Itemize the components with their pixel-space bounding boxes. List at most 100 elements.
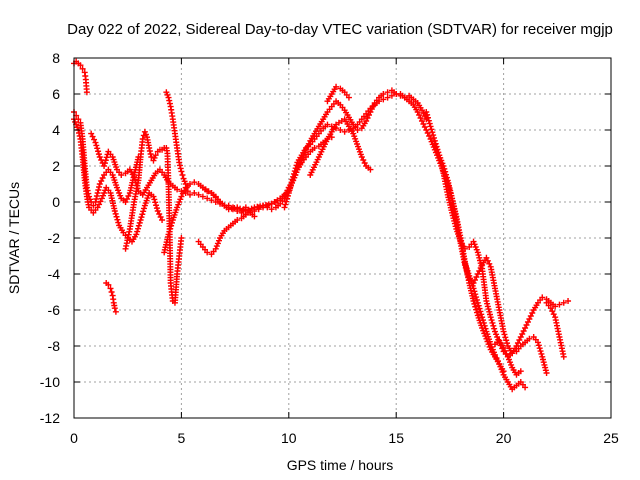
data-point bbox=[165, 231, 172, 238]
data-point bbox=[150, 193, 157, 200]
data-point bbox=[177, 165, 184, 172]
data-point bbox=[199, 193, 206, 200]
data-point bbox=[556, 301, 563, 308]
data-point bbox=[191, 179, 198, 186]
data-point bbox=[134, 228, 141, 235]
data-point bbox=[94, 190, 101, 196]
data-point bbox=[539, 294, 546, 301]
data-point bbox=[148, 154, 155, 160]
data-point bbox=[113, 213, 120, 220]
data-point bbox=[480, 319, 487, 326]
data-point bbox=[565, 298, 572, 304]
data-point bbox=[112, 308, 119, 315]
data-point bbox=[431, 141, 438, 148]
data-point bbox=[248, 205, 255, 212]
data-point bbox=[428, 126, 435, 133]
series-6 bbox=[122, 128, 185, 306]
x-axis-label: GPS time / hours bbox=[287, 457, 394, 473]
x-tick-label: 25 bbox=[603, 430, 619, 446]
data-point bbox=[504, 340, 511, 347]
data-point bbox=[186, 191, 193, 198]
data-point bbox=[93, 193, 100, 199]
data-point bbox=[470, 298, 477, 304]
data-point bbox=[380, 91, 387, 97]
data-point bbox=[502, 334, 509, 341]
data-point bbox=[522, 384, 529, 391]
data-point bbox=[337, 127, 344, 133]
data-point bbox=[284, 195, 291, 202]
data-point bbox=[333, 83, 340, 90]
data-point bbox=[472, 291, 479, 298]
data-point bbox=[94, 145, 101, 152]
data-point bbox=[425, 117, 432, 124]
data-point bbox=[560, 299, 567, 306]
x-tick-label: 0 bbox=[70, 430, 78, 446]
data-point bbox=[151, 196, 158, 203]
data-point bbox=[101, 163, 108, 169]
data-point bbox=[481, 322, 488, 329]
data-point bbox=[95, 187, 102, 193]
data-point bbox=[538, 350, 545, 357]
data-point bbox=[441, 165, 448, 172]
data-point bbox=[442, 168, 449, 175]
data-points bbox=[71, 58, 572, 393]
data-point bbox=[503, 337, 510, 344]
data-point bbox=[384, 94, 391, 101]
data-point bbox=[473, 306, 480, 313]
data-point bbox=[500, 328, 507, 335]
data-point bbox=[105, 281, 112, 288]
grid bbox=[74, 58, 611, 418]
series-12 bbox=[307, 116, 374, 178]
data-point bbox=[90, 202, 97, 209]
data-point bbox=[186, 181, 193, 187]
data-point bbox=[376, 98, 383, 105]
data-point bbox=[76, 133, 83, 139]
series-5 bbox=[103, 280, 119, 315]
data-point bbox=[470, 285, 477, 292]
data-point bbox=[367, 166, 374, 173]
data-point bbox=[537, 348, 544, 355]
data-point bbox=[268, 206, 275, 213]
data-point bbox=[384, 89, 391, 96]
series-3 bbox=[71, 116, 166, 245]
chart-title: Day 022 of 2022, Sidereal Day-to-day VTE… bbox=[67, 21, 613, 38]
data-point bbox=[245, 206, 252, 213]
data-point bbox=[509, 350, 516, 357]
data-point bbox=[477, 308, 484, 315]
series-14 bbox=[423, 109, 572, 360]
y-tick-label: 8 bbox=[52, 50, 60, 66]
data-point bbox=[429, 129, 436, 136]
series-18 bbox=[543, 299, 567, 360]
data-point bbox=[490, 322, 497, 329]
data-point bbox=[111, 208, 118, 214]
data-point bbox=[291, 168, 298, 175]
data-point bbox=[138, 214, 145, 221]
data-point bbox=[501, 331, 508, 338]
data-point bbox=[290, 170, 297, 177]
data-point bbox=[176, 159, 183, 166]
data-point bbox=[345, 94, 352, 101]
data-point bbox=[179, 172, 186, 178]
data-point bbox=[174, 186, 181, 193]
data-point bbox=[92, 199, 99, 205]
data-point bbox=[534, 339, 541, 346]
x-tick-label: 10 bbox=[281, 430, 297, 446]
data-point bbox=[473, 294, 480, 301]
data-point bbox=[83, 89, 90, 96]
data-point bbox=[293, 162, 300, 169]
data-point bbox=[426, 120, 433, 127]
data-point bbox=[146, 145, 153, 151]
data-point bbox=[191, 190, 198, 196]
data-point bbox=[475, 302, 482, 309]
data-point bbox=[431, 134, 438, 141]
data-point bbox=[472, 303, 479, 310]
data-point bbox=[478, 311, 485, 318]
data-point bbox=[146, 148, 153, 154]
data-point bbox=[168, 219, 175, 226]
data-point bbox=[152, 199, 159, 206]
data-point bbox=[237, 205, 244, 212]
data-point bbox=[79, 65, 86, 72]
data-point bbox=[234, 217, 241, 223]
data-point bbox=[479, 317, 486, 324]
data-point bbox=[482, 325, 489, 332]
